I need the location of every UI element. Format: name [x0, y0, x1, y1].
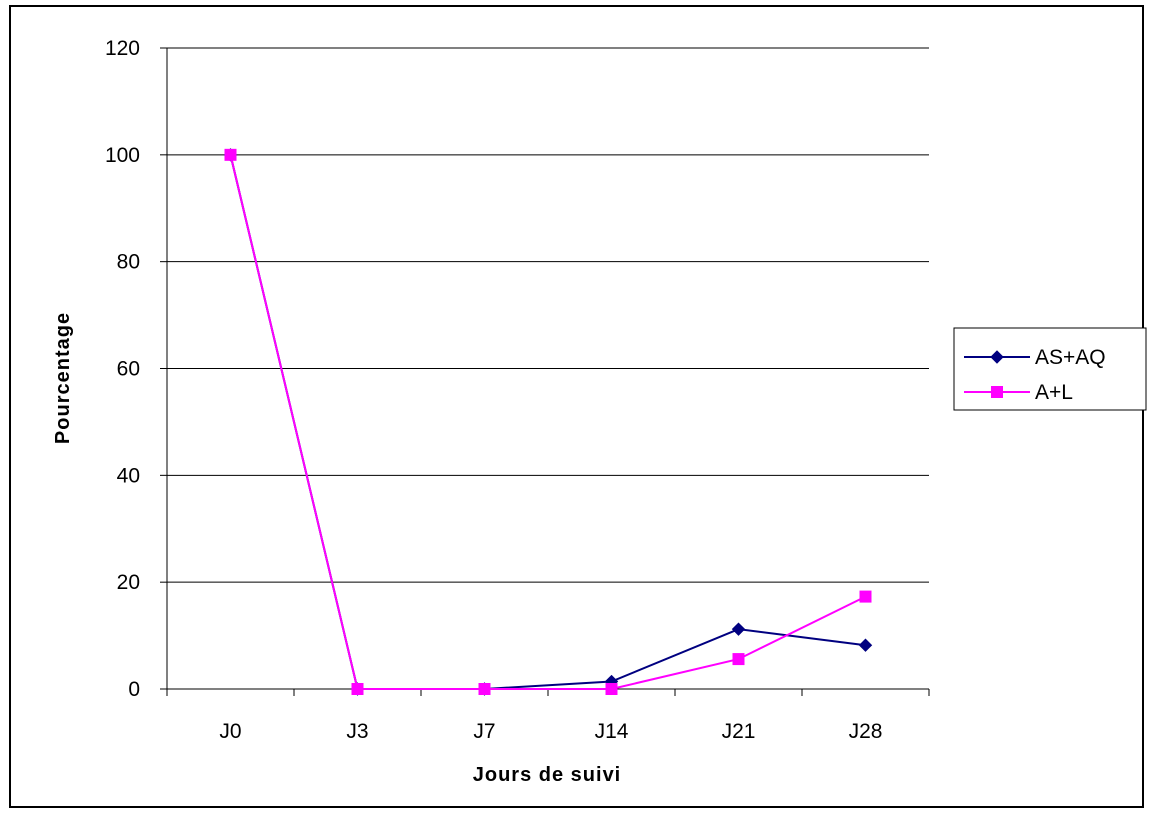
y-tick-label: 100 [105, 144, 140, 167]
data-point [732, 653, 745, 666]
y-tick-label: 40 [117, 464, 140, 487]
data-point [859, 590, 872, 603]
gridlines [167, 47, 929, 583]
legend-label: AS+AQ [1035, 346, 1106, 369]
data-point [605, 683, 618, 695]
series-2 [224, 148, 872, 695]
x-tick-label: J21 [722, 720, 756, 743]
legend: AS+AQ A+L [953, 327, 1147, 411]
y-tick-label: 0 [128, 678, 140, 701]
data-point [351, 683, 364, 695]
x-axis-title: Jours de suivi [473, 764, 622, 786]
legend-box [953, 327, 1147, 411]
y-tick-label: 120 [105, 37, 140, 60]
data-point [858, 638, 873, 652]
y-tick-label: 60 [117, 358, 140, 381]
series-line [229, 154, 866, 690]
series-1 [223, 148, 873, 696]
x-tick-label: J3 [346, 720, 368, 743]
y-tick-labels: 0 20 40 60 80 100 120 [105, 37, 140, 701]
x-tick-labels: J0 J3 J7 J14 J21 J28 [219, 720, 882, 743]
y-tick-label: 80 [117, 251, 140, 274]
data-point [731, 622, 746, 636]
x-tick-label: J28 [849, 720, 883, 743]
legend-marker [991, 386, 1003, 398]
series-group [223, 148, 873, 696]
series-line [229, 154, 866, 690]
x-tick-label: J0 [219, 720, 241, 743]
y-axis-title: Pourcentage [52, 312, 74, 444]
x-tick-label: J14 [595, 720, 629, 743]
axes [160, 47, 930, 696]
x-tick-label: J7 [473, 720, 495, 743]
data-point [478, 683, 491, 695]
legend-marker [990, 350, 1004, 364]
legend-label: A+L [1035, 381, 1073, 404]
data-point [224, 148, 237, 161]
y-tick-label: 20 [117, 571, 140, 594]
